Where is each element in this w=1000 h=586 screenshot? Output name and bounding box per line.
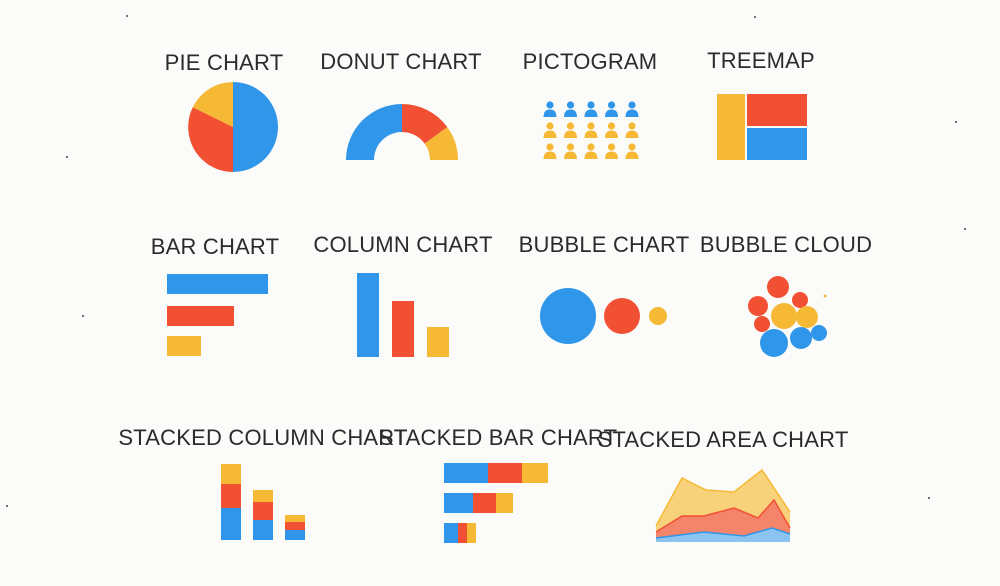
person-icon — [605, 122, 618, 138]
person-icon — [543, 143, 557, 159]
bubble-chart-label: BUBBLE CHART — [518, 232, 690, 257]
pie-chart-label: PIE CHART — [164, 50, 284, 75]
stacked-column-chart-icon — [221, 464, 305, 540]
donut-chart-label: DONUT CHART — [320, 49, 482, 74]
speck-dot — [6, 505, 8, 507]
stacked-area-chart-label: STACKED AREA CHART — [597, 427, 849, 452]
bar-chart-icon — [167, 274, 268, 356]
person-icon — [564, 143, 577, 159]
speck-dot — [126, 15, 128, 17]
person-icon — [543, 122, 557, 138]
stacked-bar-chart-icon — [444, 463, 548, 543]
speck-dot — [964, 228, 966, 230]
speck-dot — [66, 156, 68, 158]
stacked-area-chart-icon — [655, 468, 791, 542]
person-icon — [564, 122, 577, 138]
pictogram-icon — [543, 101, 639, 159]
column-chart-label: COLUMN CHART — [313, 232, 493, 257]
pie-chart-icon — [188, 82, 278, 172]
speck-dot — [955, 121, 957, 123]
column-chart-icon — [357, 273, 449, 357]
person-icon — [543, 101, 557, 117]
person-icon — [605, 143, 618, 159]
stacked-column-chart-label: STACKED COLUMN CHART — [118, 425, 408, 450]
donut-chart-icon — [346, 104, 458, 160]
speck-dot — [928, 497, 930, 499]
person-icon — [584, 122, 598, 138]
person-icon — [605, 101, 618, 117]
person-icon — [584, 143, 598, 159]
speck-dot — [754, 16, 756, 18]
bubble-chart-icon — [540, 288, 667, 344]
speck-dot — [82, 315, 84, 317]
stacked-bar-chart-label: STACKED BAR CHART — [378, 425, 618, 450]
person-icon — [625, 101, 639, 117]
treemap-icon — [717, 94, 807, 160]
bar-chart-label: BAR CHART — [150, 234, 280, 259]
person-icon — [625, 143, 639, 159]
pictogram-label: PICTOGRAM — [522, 49, 658, 74]
person-icon — [625, 122, 639, 138]
bubble-cloud-label: BUBBLE CLOUD — [699, 232, 873, 257]
person-icon — [564, 101, 577, 117]
person-icon — [584, 101, 598, 117]
treemap-label: TREEMAP — [707, 48, 815, 73]
bubble-cloud-icon — [748, 276, 827, 357]
